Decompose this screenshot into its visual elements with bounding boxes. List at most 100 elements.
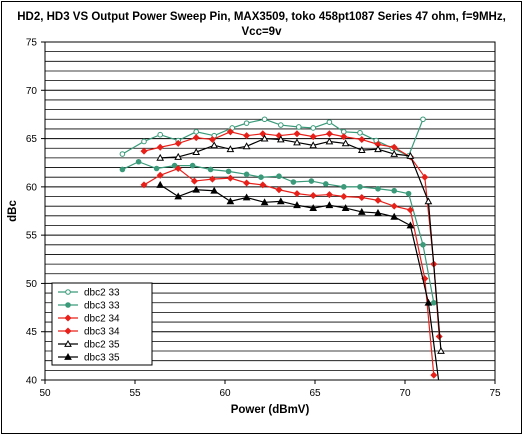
data-point bbox=[208, 175, 216, 183]
data-point bbox=[141, 138, 147, 145]
legend-label: dbc2 34 bbox=[84, 314, 120, 325]
data-point bbox=[293, 190, 301, 198]
legend-marker bbox=[65, 289, 71, 295]
data-point bbox=[293, 138, 301, 146]
y-tick-label: 70 bbox=[26, 86, 38, 97]
data-point bbox=[243, 179, 251, 187]
series-dbc2-34 bbox=[140, 128, 443, 341]
data-point bbox=[325, 137, 334, 145]
data-point bbox=[390, 202, 398, 210]
data-point bbox=[226, 174, 234, 182]
legend-item: dbc3 34 bbox=[58, 327, 120, 338]
series-line bbox=[160, 137, 442, 352]
legend-marker bbox=[64, 314, 72, 322]
legend-marker bbox=[64, 327, 72, 335]
data-point bbox=[357, 207, 366, 215]
legend-marker bbox=[64, 339, 72, 347]
data-point bbox=[341, 204, 350, 212]
data-point bbox=[341, 184, 347, 190]
data-point bbox=[207, 166, 214, 173]
series-dbc3-35 bbox=[156, 180, 442, 387]
legend-marker bbox=[65, 302, 71, 308]
data-point bbox=[390, 149, 399, 157]
legend-label: dbc2 35 bbox=[84, 340, 120, 351]
data-point bbox=[309, 192, 317, 200]
plot-area-border bbox=[44, 41, 496, 381]
x-axis-ticks: 50 55 60 65 70 75 bbox=[39, 380, 501, 399]
data-point bbox=[420, 242, 426, 248]
data-point bbox=[156, 143, 164, 151]
data-point bbox=[157, 131, 163, 138]
data-point bbox=[309, 133, 317, 141]
data-point bbox=[390, 212, 399, 220]
data-point bbox=[325, 201, 334, 209]
legend-label: dbc3 33 bbox=[84, 301, 120, 312]
data-point bbox=[258, 174, 264, 180]
data-point bbox=[406, 221, 415, 229]
data-point bbox=[174, 152, 183, 160]
data-point bbox=[243, 132, 251, 140]
data-point bbox=[436, 382, 442, 387]
series-line bbox=[143, 167, 435, 376]
legend-item: dbc2 33 bbox=[58, 288, 120, 299]
y-tick-label: 65 bbox=[26, 134, 38, 145]
data-point bbox=[261, 116, 268, 123]
legend-label: dbc3 34 bbox=[84, 327, 120, 338]
data-point bbox=[192, 148, 201, 155]
data-point bbox=[171, 162, 178, 169]
series-line bbox=[122, 161, 435, 303]
data-point bbox=[290, 179, 297, 185]
data-point bbox=[210, 186, 219, 194]
y-tick-label: 55 bbox=[26, 231, 38, 242]
y-tick-label: 50 bbox=[26, 279, 38, 290]
data-point bbox=[156, 153, 165, 161]
legend-marker bbox=[64, 352, 72, 360]
data-point bbox=[424, 298, 433, 306]
x-tick-label: 60 bbox=[219, 388, 231, 399]
data-point bbox=[357, 146, 366, 154]
data-point bbox=[260, 134, 269, 142]
data-point bbox=[276, 135, 285, 143]
data-point bbox=[323, 181, 329, 187]
data-point bbox=[374, 196, 382, 204]
data-point bbox=[140, 147, 148, 155]
data-point bbox=[243, 120, 250, 126]
data-point bbox=[275, 186, 283, 194]
data-point bbox=[174, 139, 182, 147]
data-point bbox=[278, 122, 284, 128]
data-point bbox=[135, 158, 142, 165]
x-tick-label: 65 bbox=[309, 388, 321, 399]
legend-item: dbc2 35 bbox=[58, 340, 120, 351]
data-point bbox=[259, 181, 267, 189]
data-point bbox=[119, 151, 126, 157]
y-tick-label: 75 bbox=[26, 38, 38, 49]
data-point bbox=[430, 371, 438, 379]
y-tick-label: 60 bbox=[26, 182, 38, 193]
chart-subtitle: Vcc=9v bbox=[241, 26, 282, 38]
x-tick-label: 55 bbox=[129, 388, 141, 399]
data-point bbox=[140, 181, 148, 189]
data-point bbox=[424, 197, 433, 205]
data-point bbox=[210, 141, 219, 149]
data-point bbox=[340, 133, 348, 141]
data-point bbox=[174, 192, 183, 200]
series-line bbox=[143, 131, 440, 337]
data-point bbox=[259, 130, 267, 138]
data-point bbox=[357, 184, 363, 190]
data-point bbox=[406, 206, 414, 214]
legend-item: dbc2 34 bbox=[58, 314, 120, 325]
data-point bbox=[375, 185, 381, 192]
y-tick-label: 45 bbox=[26, 327, 38, 338]
data-point bbox=[405, 190, 412, 197]
x-axis-label: Power (dBmV) bbox=[231, 404, 310, 416]
data-point bbox=[226, 128, 234, 136]
y-axis-label: dBc bbox=[7, 200, 19, 222]
data-point bbox=[341, 139, 350, 147]
data-point bbox=[308, 178, 315, 184]
data-point bbox=[192, 134, 200, 142]
data-point bbox=[226, 145, 235, 153]
data-point bbox=[431, 299, 437, 306]
x-tick-label: 70 bbox=[399, 388, 411, 399]
data-point bbox=[325, 130, 333, 138]
